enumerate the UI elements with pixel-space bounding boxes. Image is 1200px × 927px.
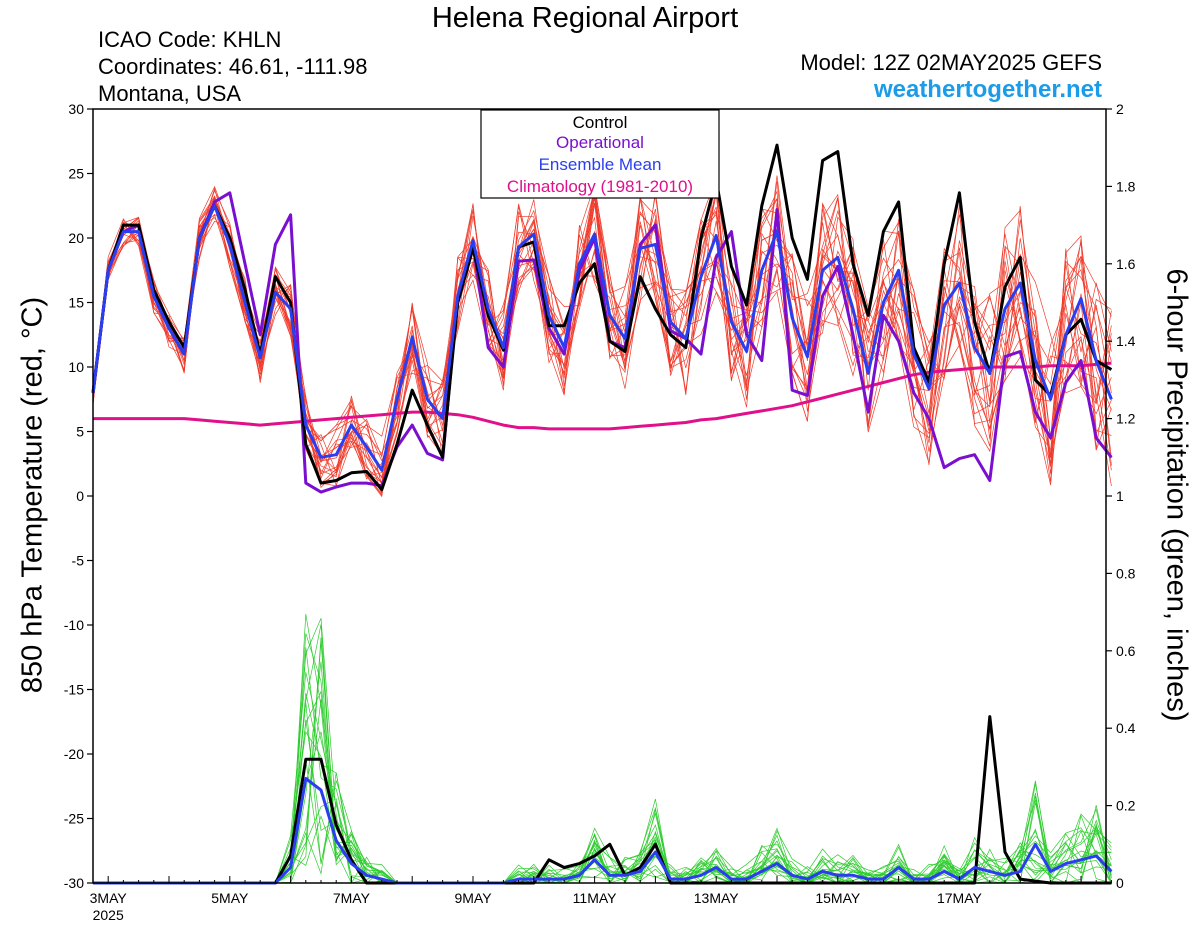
temperature-member-line (92, 187, 1112, 486)
legend-box (480, 109, 720, 199)
legend-ensemble-mean: Ensemble Mean (539, 155, 662, 174)
temperature-member-line (92, 189, 1112, 483)
y-tick-label-left: 25 (68, 166, 84, 182)
y-tick-label-right: 0.2 (1116, 798, 1136, 814)
temperature-member-line (92, 176, 1112, 487)
y-tick-label-right: 0.6 (1116, 643, 1136, 659)
y-tick-label-right: 0 (1116, 875, 1124, 891)
x-tick-sublabel: 2025 (93, 907, 124, 923)
x-tick-label: 3MAY (90, 890, 128, 906)
precip-member-line (93, 699, 1112, 884)
y-tick-label-left: -5 (72, 553, 85, 569)
x-tick-label: 5MAY (211, 890, 249, 906)
y-tick-label-right: 1 (1116, 488, 1124, 504)
x-tick-label: 7MAY (333, 890, 371, 906)
precip-member-line (93, 637, 1112, 884)
y-tick-label-left: -30 (64, 875, 84, 891)
precip-member-line (93, 702, 1112, 884)
y-tick-label-left: -25 (64, 811, 84, 827)
ensemble-mean-temp-line (91, 204, 1113, 472)
precip-member-line (93, 640, 1112, 884)
y-tick-label-left: 10 (68, 359, 84, 375)
legend-control: Control (573, 113, 628, 132)
y-tick-label-right: 0.4 (1116, 720, 1136, 736)
coordinates-label: Coordinates: 46.61, -111.98 (98, 54, 368, 79)
y-tick-label-left: 0 (76, 488, 84, 504)
x-tick-label: 13MAY (694, 890, 740, 906)
precip-member-line (93, 690, 1112, 884)
site-link[interactable]: weathertogether.net (873, 76, 1102, 103)
operational-temp-line (91, 191, 1113, 494)
chart-title: Helena Regional Airport (431, 2, 739, 34)
y-tick-label-left: -20 (64, 746, 84, 762)
y-tick-label-left: 15 (68, 295, 84, 311)
climatology-1981-2010-temp-line (93, 361, 1112, 431)
temperature-ensemble-members (92, 175, 1112, 498)
precip-member-line (93, 624, 1112, 884)
precip-member-line (93, 692, 1112, 884)
y-tick-label-left: -15 (64, 682, 84, 698)
y-tick-label-left: 20 (68, 230, 84, 246)
ensemble-mean-precip-line (93, 777, 1113, 885)
legend-operational: Operational (556, 133, 644, 152)
region-label: Montana, USA (98, 81, 242, 106)
icao-code-label: ICAO Code: KHLN (98, 27, 282, 52)
x-tick-label: 9MAY (454, 890, 492, 906)
y-tick-label-right: 1.2 (1116, 411, 1136, 427)
y-tick-label-left: 5 (76, 424, 84, 440)
y-tick-label-right: 0.8 (1116, 565, 1136, 581)
y-tick-label-left: 30 (68, 101, 84, 117)
legend-climatology: Climatology (1981-2010) (507, 177, 693, 196)
model-label: Model: 12Z 02MAY2025 GEFS (800, 50, 1102, 75)
y-tick-label-right: 1.4 (1116, 333, 1136, 349)
y-tick-label-left: -10 (64, 617, 84, 633)
y-tick-label-right: 2 (1116, 101, 1124, 117)
y-tick-label-right: 1.8 (1116, 178, 1136, 194)
precip-member-line (93, 647, 1112, 884)
precip-member-line (93, 633, 1112, 884)
axes: 302520151050-5-10-15-20-25-3021.81.61.41… (64, 101, 1136, 923)
temperature-member-line (92, 175, 1112, 489)
x-tick-label: 15MAY (815, 890, 861, 906)
precip-ensemble-members (93, 613, 1112, 884)
x-tick-label: 17MAY (937, 890, 983, 906)
y-tick-label-right: 1.6 (1116, 256, 1136, 272)
x-tick-label: 11MAY (573, 890, 617, 906)
legend: Control Operational Ensemble Mean Climat… (480, 109, 720, 199)
